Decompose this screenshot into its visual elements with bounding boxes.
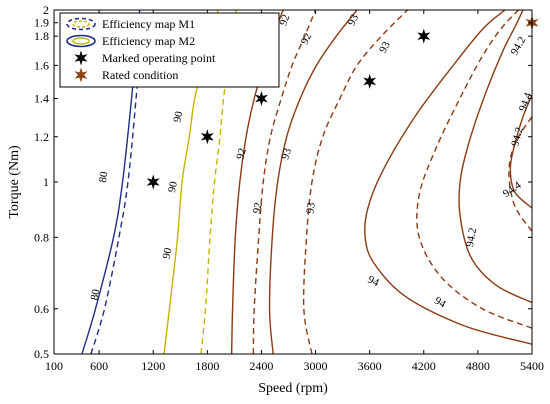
contour-label: 90 xyxy=(171,110,185,124)
contour-label: 93 xyxy=(304,201,317,214)
legend-symbol-m2-inner xyxy=(72,37,90,45)
contour-92-m1 xyxy=(252,10,317,354)
contour-94-4-m2 xyxy=(509,94,532,209)
legend-label: Marked operating point xyxy=(102,51,216,65)
contour-label: 92 xyxy=(299,31,315,46)
legend-box xyxy=(59,12,280,88)
contour-label: 93 xyxy=(279,146,294,161)
legend-label: Efficiency map M2 xyxy=(102,34,195,48)
x-tick-label: 1200 xyxy=(141,359,165,373)
contour-94-2-m1 xyxy=(508,116,532,232)
contour-94-m2 xyxy=(364,10,532,345)
x-tick-label: 100 xyxy=(45,359,63,373)
legend-symbol-marked-point xyxy=(74,50,88,66)
y-tick-label: 0.8 xyxy=(34,230,49,244)
x-tick-label: 4800 xyxy=(466,359,490,373)
x-tick-label: 3600 xyxy=(358,359,382,373)
legend-label: Rated condition xyxy=(102,68,178,82)
legend-symbol-m1-outer xyxy=(66,17,96,31)
x-tick-label: 4200 xyxy=(412,359,436,373)
marked-operating-point xyxy=(200,129,214,145)
x-tick-label: 5400 xyxy=(520,359,544,373)
y-axis-ticks: 0.5 0.6 0.8 1 1.2 1.4 1.6 1.81.92 xyxy=(34,3,532,361)
x-tick-label: 2400 xyxy=(249,359,273,373)
contour-94-m1 xyxy=(416,10,532,329)
legend-label: Efficiency map M1 xyxy=(102,17,195,31)
y-tick-label: 1.8 xyxy=(34,29,49,43)
contour-label: 80 xyxy=(97,170,111,183)
x-tick-label: 600 xyxy=(90,359,108,373)
x-tick-label: 3000 xyxy=(304,359,328,373)
contour-label: 92 xyxy=(234,147,248,161)
x-axis-title: Speed (rpm) xyxy=(258,381,328,396)
x-tick-label: 1800 xyxy=(195,359,219,373)
y-tick-label: 1.9 xyxy=(34,16,49,30)
contour-93-m1 xyxy=(302,10,409,354)
contour-label: 93 xyxy=(346,12,362,27)
contour-label: 92 xyxy=(277,13,292,27)
contour-label: 90 xyxy=(161,246,175,260)
y-tick-label: 0.6 xyxy=(34,302,49,316)
legend-symbol-m2-outer xyxy=(66,34,96,48)
contour-label: 94 xyxy=(366,274,381,290)
contour-93-m2 xyxy=(268,10,358,354)
contour-label: 90 xyxy=(166,180,180,194)
marked-operating-point xyxy=(146,174,160,190)
contour-label: 92 xyxy=(251,201,265,214)
contour-label: 94.2 xyxy=(464,227,479,248)
marked-operating-point xyxy=(254,91,268,107)
y-tick-label: 1.4 xyxy=(34,92,49,106)
x-axis-ticks: 100 600 1200 1800 2400 3000 3600 4200 4800 5400 xyxy=(45,10,544,373)
contour-94-2-m2 xyxy=(458,10,532,304)
legend: Efficiency map M1 Efficiency map M2 Marked… xyxy=(59,12,280,88)
y-tick-label: 0.5 xyxy=(34,347,49,361)
legend-symbol-m1-inner xyxy=(72,20,90,28)
marked-operating-point xyxy=(363,73,377,89)
contour-label: 80 xyxy=(89,288,103,301)
y-tick-label: 1.2 xyxy=(34,130,49,144)
y-tick-label: 1 xyxy=(43,175,49,189)
contour-label: 94.2 xyxy=(509,126,526,148)
y-tick-label: 1.6 xyxy=(34,58,49,72)
y-axis-title: Torque (Nm) xyxy=(7,145,22,219)
marked-operating-point xyxy=(417,28,431,44)
legend-symbol-rated-condition xyxy=(74,67,88,83)
y-tick-label: 2 xyxy=(43,3,49,17)
